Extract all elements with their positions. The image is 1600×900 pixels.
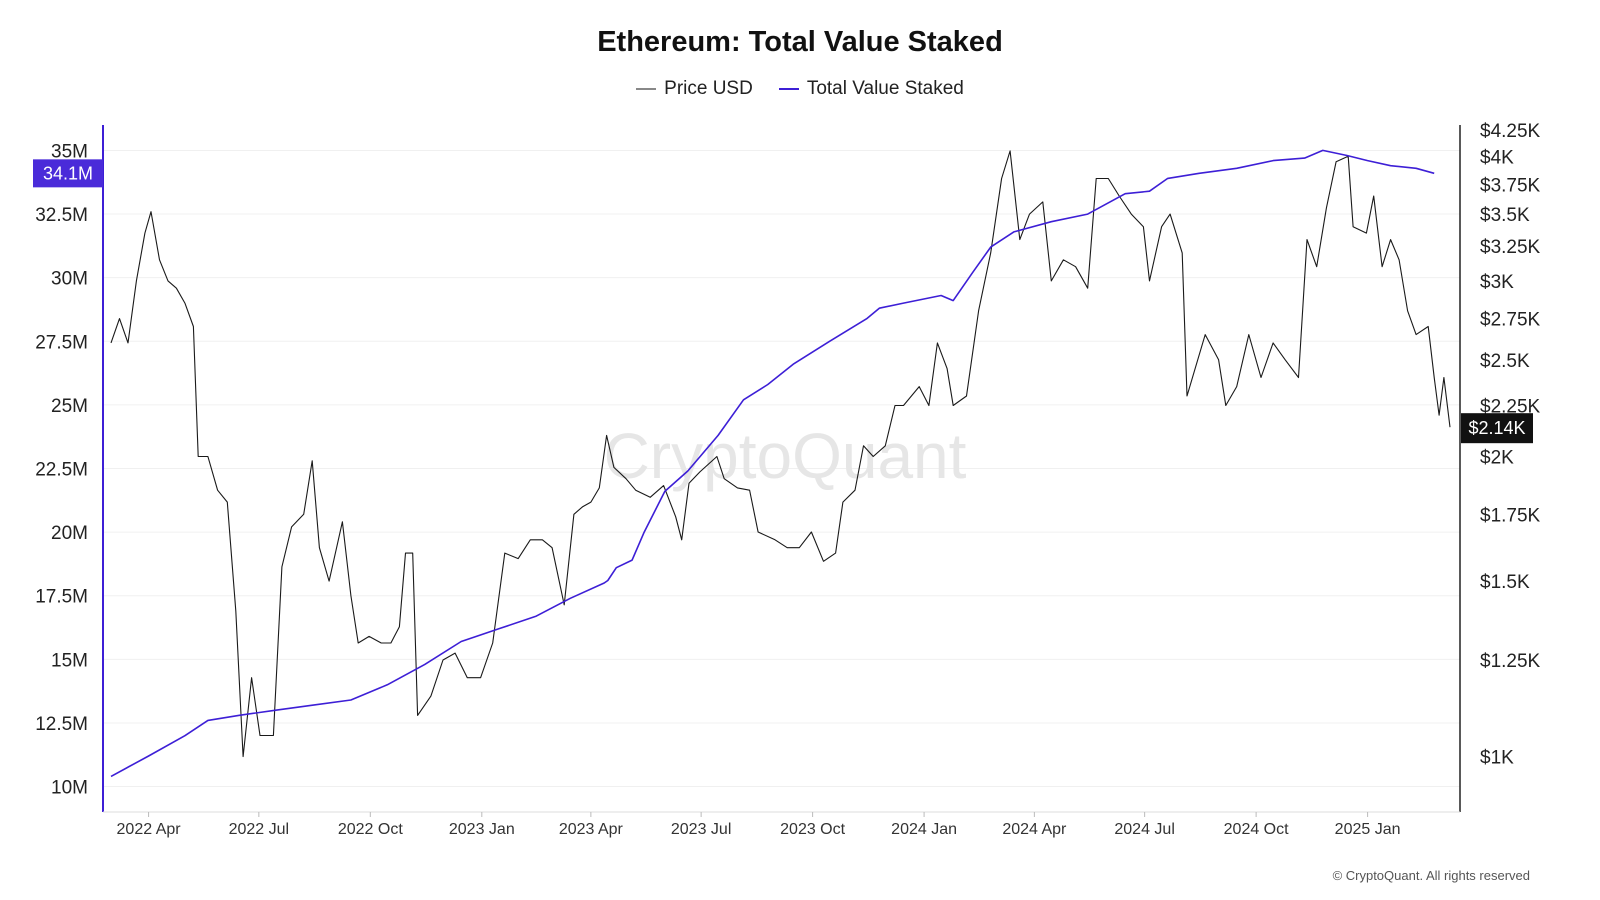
right-current-value: $2.14K xyxy=(1468,418,1525,438)
right-tick-label: $2K xyxy=(1480,447,1514,468)
x-axis-ticks: 2022 Apr 2022 Jul 2022 Oct 2023 Jan 2023 Apr… xyxy=(117,812,1401,838)
price-usd-line xyxy=(110,150,1451,758)
chart-lines xyxy=(110,149,1451,778)
x-tick-label: 2025 Jan xyxy=(1335,821,1401,838)
left-tick-label: 27.5M xyxy=(35,332,88,353)
x-tick-label: 2024 Jan xyxy=(891,821,957,838)
x-tick-label: 2023 Jul xyxy=(671,821,732,838)
left-current-value: 34.1M xyxy=(43,163,93,183)
legend-swatch-staked xyxy=(778,88,799,90)
legend-swatch-price xyxy=(636,88,657,90)
right-tick-label: $1.75K xyxy=(1480,505,1541,526)
right-tick-label: $3.25K xyxy=(1480,237,1541,258)
total-value-staked-line xyxy=(110,149,1435,778)
chart-title: Ethereum: Total Value Staked xyxy=(597,26,1003,58)
legend-label-price: Price USD xyxy=(664,78,753,99)
chart-badges: 34.1M $2.14K xyxy=(33,159,1533,444)
legend-item-price[interactable]: Price USD xyxy=(636,78,753,100)
right-tick-label: $3.75K xyxy=(1480,175,1541,196)
x-tick-label: 2023 Jan xyxy=(449,821,515,838)
watermark: CryptoQuant xyxy=(604,420,967,492)
chart-grid xyxy=(103,149,1460,788)
copyright-text: © CryptoQuant. All rights reserved xyxy=(1332,868,1530,883)
right-tick-label: $3K xyxy=(1480,272,1514,293)
left-tick-label: 15M xyxy=(51,650,88,671)
x-tick-label: 2024 Apr xyxy=(1002,821,1067,838)
left-tick-label: 20M xyxy=(51,523,88,544)
right-axis-ticks: $1K $1.25K $1.5K $1.75K $2K $2.25K $2.5K $2.75K… xyxy=(1480,121,1541,769)
right-tick-label: $1.5K xyxy=(1480,572,1530,593)
left-tick-label: 22.5M xyxy=(35,460,88,481)
left-tick-label: 17.5M xyxy=(35,587,88,608)
right-tick-label: $4K xyxy=(1480,147,1514,168)
left-tick-label: 10M xyxy=(51,778,88,799)
right-tick-label: $2.75K xyxy=(1480,310,1541,331)
left-tick-label: 32.5M xyxy=(35,205,88,226)
right-tick-label: $1K xyxy=(1480,748,1514,769)
right-tick-label: $2.25K xyxy=(1480,396,1541,417)
x-tick-label: 2024 Jul xyxy=(1114,821,1175,838)
right-current-badge xyxy=(1461,413,1533,444)
x-tick-label: 2024 Oct xyxy=(1224,821,1289,838)
left-current-badge xyxy=(33,159,103,188)
x-tick-label: 2022 Jul xyxy=(229,821,290,838)
x-tick-label: 2022 Apr xyxy=(117,821,182,838)
chart-axes xyxy=(102,125,1461,813)
right-tick-label: $2.5K xyxy=(1480,351,1530,372)
chart-legend: Price USD Total Value Staked xyxy=(0,78,1600,100)
x-tick-label: 2023 Apr xyxy=(559,821,624,838)
left-tick-label: 12.5M xyxy=(35,714,88,735)
x-tick-label: 2023 Oct xyxy=(780,821,845,838)
legend-item-staked[interactable]: Total Value Staked xyxy=(778,78,964,100)
right-tick-label: $4.25K xyxy=(1480,121,1541,142)
left-tick-label: 35M xyxy=(51,141,88,162)
right-tick-label: $1.25K xyxy=(1480,651,1541,672)
right-tick-label: $3.5K xyxy=(1480,205,1530,226)
left-tick-label: 30M xyxy=(51,269,88,290)
legend-label-staked: Total Value Staked xyxy=(806,78,964,99)
left-axis-ticks: 10M 12.5M 15M 17.5M 20M 22.5M 25M 27.5M 30M 32.5M… xyxy=(35,141,88,798)
left-tick-label: 25M xyxy=(51,396,88,417)
x-tick-label: 2022 Oct xyxy=(338,821,403,838)
